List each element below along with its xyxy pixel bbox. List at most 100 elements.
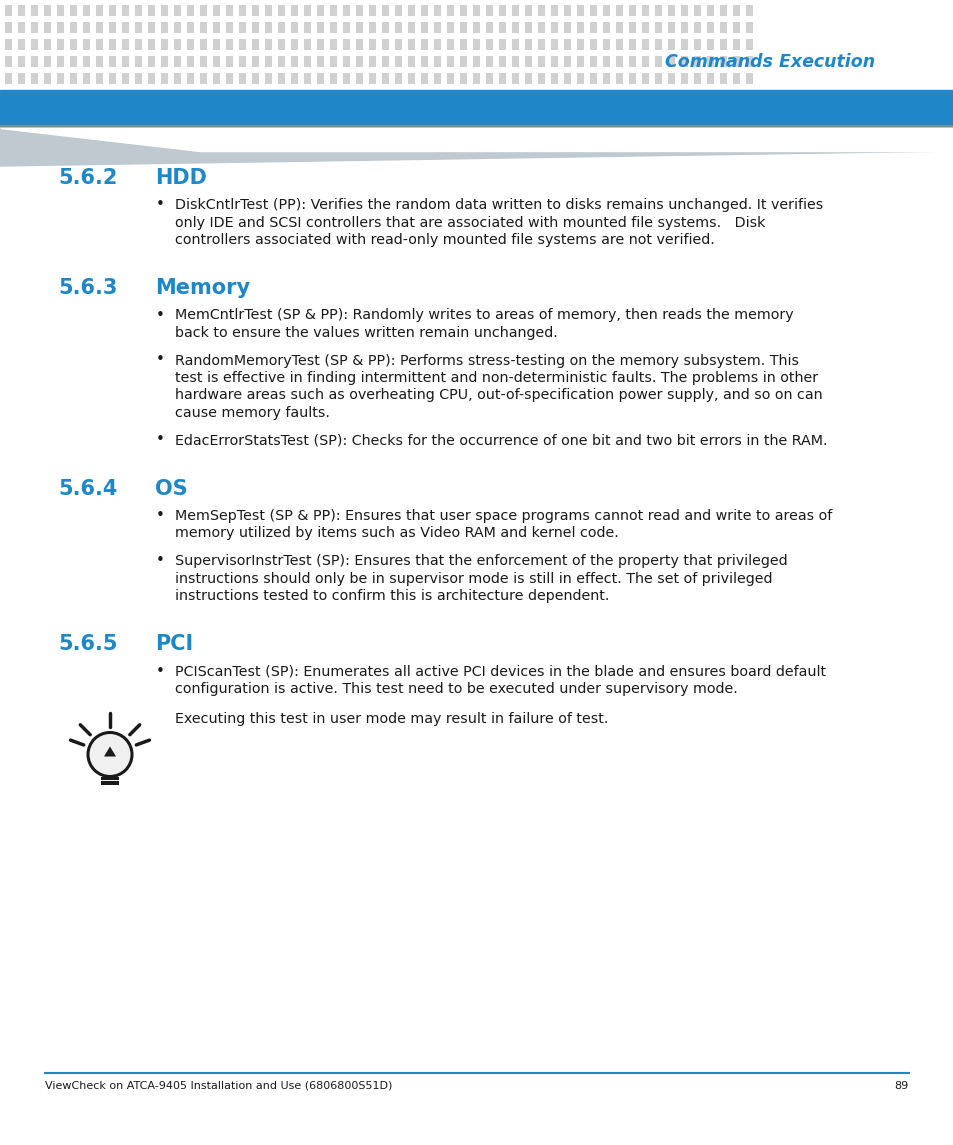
- Bar: [343, 5, 350, 16]
- Bar: [485, 73, 493, 84]
- Text: •: •: [155, 508, 164, 523]
- Bar: [277, 39, 285, 50]
- Bar: [355, 39, 363, 50]
- Bar: [18, 22, 25, 33]
- Bar: [706, 22, 713, 33]
- Bar: [602, 5, 609, 16]
- Bar: [589, 39, 597, 50]
- Bar: [589, 22, 597, 33]
- Bar: [524, 22, 532, 33]
- Bar: [641, 22, 648, 33]
- Bar: [693, 39, 700, 50]
- Bar: [498, 39, 505, 50]
- Text: •: •: [155, 353, 164, 368]
- Bar: [44, 73, 51, 84]
- Bar: [57, 56, 64, 68]
- Bar: [277, 73, 285, 84]
- Bar: [641, 39, 648, 50]
- Bar: [330, 56, 336, 68]
- Bar: [447, 56, 454, 68]
- Text: only IDE and SCSI controllers that are associated with mounted file systems.   D: only IDE and SCSI controllers that are a…: [174, 215, 764, 229]
- Bar: [602, 39, 609, 50]
- Bar: [109, 39, 116, 50]
- Bar: [101, 782, 119, 784]
- Bar: [122, 5, 129, 16]
- Bar: [447, 39, 454, 50]
- Bar: [473, 56, 479, 68]
- Polygon shape: [0, 128, 953, 151]
- Bar: [434, 22, 440, 33]
- Bar: [577, 39, 583, 50]
- Bar: [616, 22, 622, 33]
- Bar: [122, 22, 129, 33]
- Bar: [498, 56, 505, 68]
- Bar: [655, 39, 661, 50]
- Bar: [5, 56, 12, 68]
- Circle shape: [88, 733, 132, 776]
- Bar: [316, 5, 324, 16]
- Bar: [213, 5, 220, 16]
- Bar: [161, 56, 168, 68]
- Bar: [122, 56, 129, 68]
- Bar: [602, 56, 609, 68]
- Bar: [498, 5, 505, 16]
- Bar: [485, 56, 493, 68]
- Bar: [693, 56, 700, 68]
- Bar: [667, 39, 675, 50]
- Text: 89: 89: [894, 1081, 908, 1091]
- Bar: [213, 22, 220, 33]
- Bar: [252, 73, 258, 84]
- Bar: [304, 5, 311, 16]
- Bar: [96, 5, 103, 16]
- Bar: [524, 73, 532, 84]
- Bar: [96, 73, 103, 84]
- Bar: [551, 73, 558, 84]
- Bar: [109, 73, 116, 84]
- Bar: [655, 73, 661, 84]
- Text: configuration is active. This test need to be executed under supervisory mode.: configuration is active. This test need …: [174, 682, 737, 696]
- Bar: [30, 5, 38, 16]
- Bar: [369, 22, 375, 33]
- Text: 5.6.3: 5.6.3: [58, 278, 117, 299]
- Bar: [447, 5, 454, 16]
- Bar: [343, 73, 350, 84]
- Bar: [551, 39, 558, 50]
- Bar: [5, 22, 12, 33]
- Bar: [18, 56, 25, 68]
- Bar: [101, 779, 119, 782]
- Bar: [57, 5, 64, 16]
- Text: hardware areas such as overheating CPU, out-of-specification power supply, and s: hardware areas such as overheating CPU, …: [174, 388, 821, 403]
- Bar: [161, 22, 168, 33]
- Bar: [473, 39, 479, 50]
- Bar: [589, 73, 597, 84]
- Bar: [512, 22, 518, 33]
- Bar: [563, 56, 571, 68]
- Bar: [745, 73, 752, 84]
- Text: cause memory faults.: cause memory faults.: [174, 406, 330, 420]
- Bar: [277, 5, 285, 16]
- Bar: [187, 22, 193, 33]
- Text: OS: OS: [154, 479, 188, 499]
- Bar: [473, 73, 479, 84]
- Bar: [355, 73, 363, 84]
- Bar: [173, 56, 181, 68]
- Bar: [628, 73, 636, 84]
- Bar: [498, 22, 505, 33]
- Bar: [83, 56, 90, 68]
- Bar: [265, 5, 272, 16]
- Bar: [628, 22, 636, 33]
- Bar: [122, 39, 129, 50]
- Text: •: •: [155, 553, 164, 568]
- Bar: [101, 776, 119, 779]
- Text: PCI: PCI: [154, 634, 193, 655]
- Bar: [343, 39, 350, 50]
- Bar: [381, 22, 389, 33]
- Bar: [732, 22, 740, 33]
- Bar: [641, 56, 648, 68]
- Bar: [616, 39, 622, 50]
- Bar: [316, 22, 324, 33]
- Bar: [563, 5, 571, 16]
- Bar: [537, 22, 544, 33]
- Bar: [537, 73, 544, 84]
- Bar: [70, 22, 77, 33]
